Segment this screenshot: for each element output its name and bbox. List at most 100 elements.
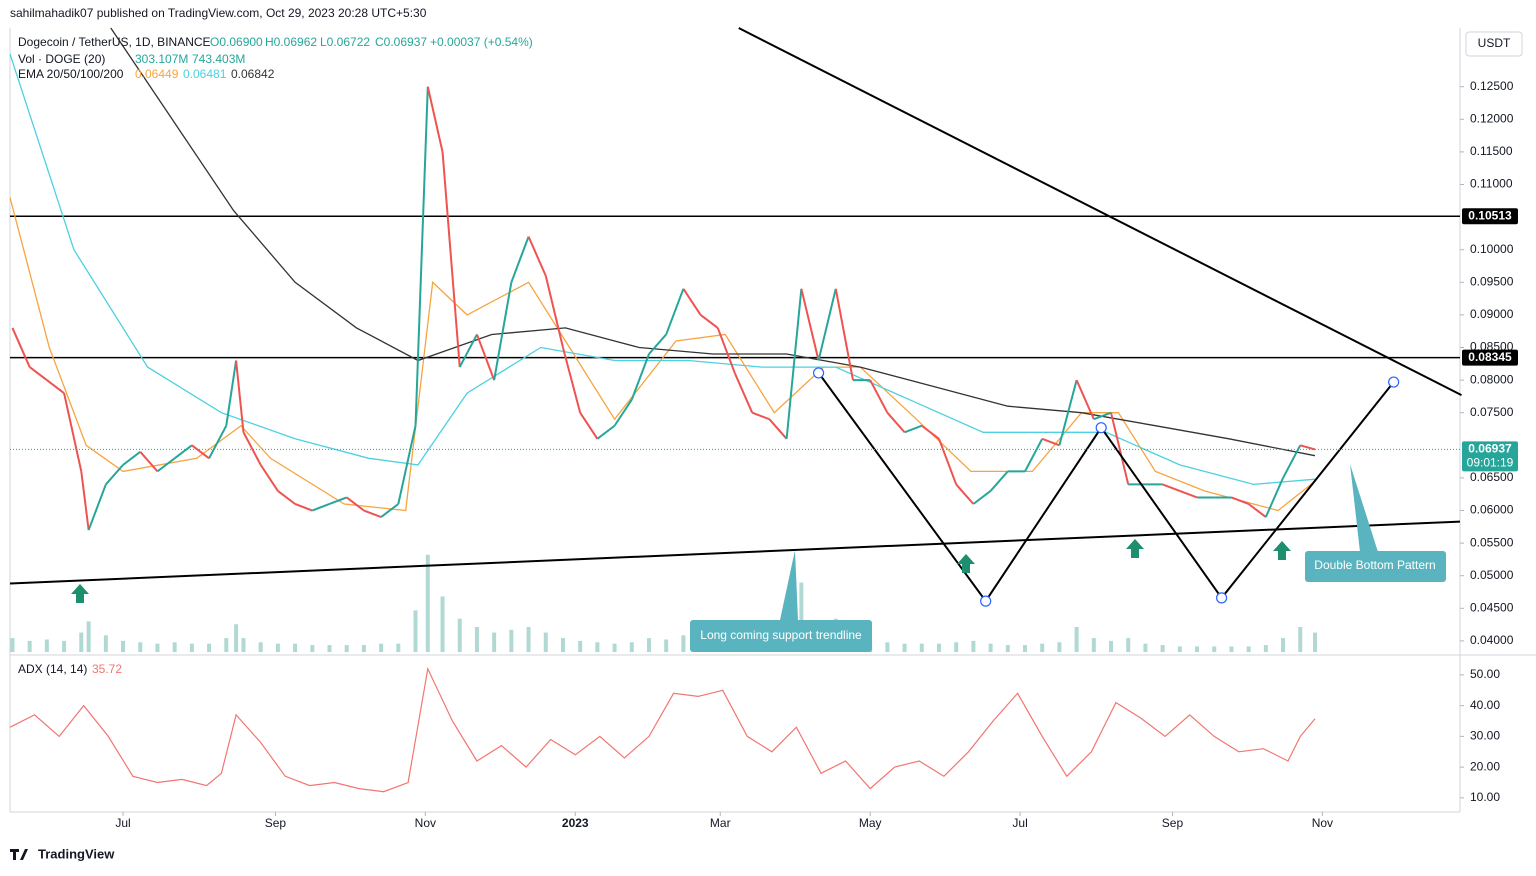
- level-label: 0.08345: [1468, 350, 1512, 364]
- price-segment: [1075, 379, 1095, 420]
- price-segment: [938, 438, 958, 485]
- price-segment: [544, 275, 564, 348]
- volume-bar: [293, 643, 298, 652]
- volume-bar: [919, 643, 924, 652]
- volume-bar: [155, 643, 160, 652]
- y-tick-label: 0.12000: [1470, 111, 1514, 125]
- publish-info: sahilmahadik07 published on TradingView.…: [10, 6, 427, 20]
- price-segment: [613, 399, 633, 427]
- price-segment: [561, 347, 582, 413]
- volume-bar: [413, 610, 418, 652]
- price-segment: [122, 451, 141, 466]
- volume-bar: [646, 638, 651, 652]
- ema-line: [9, 197, 1316, 512]
- price-segment: [527, 236, 547, 277]
- price-segment: [800, 288, 820, 361]
- ohlc-value: C0.06937: [375, 35, 427, 49]
- price-segment: [665, 288, 685, 335]
- volume-bar: [1195, 646, 1200, 652]
- x-tick-label: Jul: [115, 816, 130, 830]
- level-label-box: [1462, 349, 1518, 366]
- x-tick-label: Mar: [710, 816, 731, 830]
- y-tick-label: 40.00: [1470, 698, 1500, 712]
- volume-bar: [10, 638, 15, 652]
- x-tick-label: Sep: [265, 816, 287, 830]
- volume-bar: [440, 596, 445, 652]
- volume-bar: [629, 642, 634, 652]
- volume-value: 303.107M: [135, 52, 188, 66]
- callout-pointer: [780, 550, 798, 620]
- price-segment: [441, 151, 461, 368]
- y-tick-label: 0.11500: [1470, 144, 1513, 158]
- volume-bar: [44, 639, 49, 652]
- annotation: Long coming support trendline: [700, 628, 862, 642]
- volume-bar: [1160, 645, 1165, 652]
- volume-bar: [936, 643, 941, 652]
- y-tick-label: 0.06500: [1470, 470, 1514, 484]
- volume-bar: [1281, 638, 1286, 652]
- ohlc-value: L0.06722: [320, 35, 370, 49]
- volume-bar: [310, 645, 315, 652]
- adx-line: [9, 666, 1316, 793]
- volume-bar: [664, 639, 669, 652]
- price-segment: [1231, 496, 1249, 505]
- volume-bar: [543, 632, 548, 652]
- volume-bar: [1005, 645, 1010, 652]
- volume-bar: [492, 632, 497, 652]
- price-segment: [768, 418, 788, 440]
- volume-bar: [396, 643, 401, 652]
- volume-bar: [1263, 645, 1268, 652]
- price-segment: [397, 425, 417, 505]
- vertex-marker: [1216, 592, 1228, 604]
- y-tick-label: 0.08000: [1470, 372, 1514, 386]
- currency[interactable]: USDT: [1478, 36, 1511, 50]
- price-segment: [11, 327, 31, 368]
- y-tick-label: 0.07500: [1470, 405, 1514, 419]
- volume-bar: [988, 643, 993, 652]
- volume-bar: [1057, 642, 1062, 652]
- callout-box: [1305, 551, 1446, 582]
- price-segment: [1299, 444, 1316, 451]
- price-segment: [259, 464, 279, 492]
- price-segment: [426, 86, 444, 153]
- price-segment: [699, 314, 719, 329]
- y-tick-label: 0.05500: [1470, 535, 1514, 549]
- y-tick-label: 20.00: [1470, 759, 1500, 773]
- price-segment: [294, 503, 313, 512]
- last-price-label: 0.06937: [1468, 442, 1512, 456]
- vertex-marker: [812, 367, 825, 379]
- adx-value: 35.72: [92, 662, 122, 676]
- price-segment: [174, 444, 193, 460]
- up-arrow: [957, 554, 975, 573]
- price-segment: [596, 424, 616, 440]
- y-tick-label: 50.00: [1470, 667, 1500, 681]
- y-tick-label: 0.04500: [1470, 600, 1514, 614]
- price-segment: [1248, 503, 1267, 518]
- price-segment: [734, 373, 754, 414]
- price-segment: [242, 431, 262, 466]
- up-arrow: [71, 584, 89, 603]
- price-segment: [414, 86, 429, 426]
- price-segment: [346, 496, 365, 512]
- y-tick-label: 0.04000: [1470, 633, 1514, 647]
- price-segment: [363, 509, 382, 518]
- x-tick-label: 2023: [562, 816, 589, 830]
- price-segment: [105, 464, 124, 486]
- price-segment: [156, 457, 176, 473]
- price-segment: [955, 483, 975, 505]
- volume-bar: [885, 642, 890, 652]
- up-arrow: [1126, 539, 1144, 558]
- price-segment: [869, 379, 889, 414]
- y-tick-label: 10.00: [1470, 790, 1500, 804]
- level-label: 0.10513: [1468, 208, 1512, 222]
- volume-bar: [361, 645, 366, 652]
- price-segment: [785, 288, 803, 439]
- price-segment: [1093, 411, 1112, 421]
- volume-bar: [189, 643, 194, 652]
- indicator-value: 0.06481: [183, 67, 227, 81]
- volume-bar: [457, 618, 462, 652]
- price-segment: [63, 392, 83, 472]
- currency-button[interactable]: [1465, 31, 1523, 57]
